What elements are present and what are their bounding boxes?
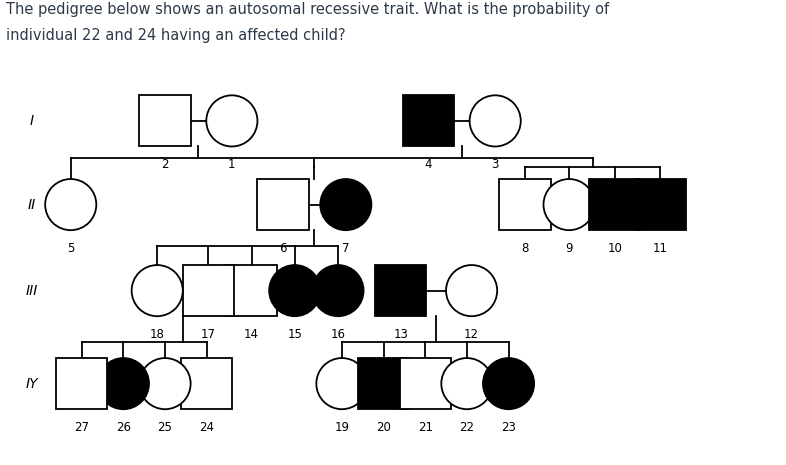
Ellipse shape <box>446 265 498 316</box>
Text: 7: 7 <box>342 242 350 255</box>
Text: 21: 21 <box>417 421 433 434</box>
Text: 3: 3 <box>491 158 499 171</box>
Text: 17: 17 <box>200 328 216 341</box>
Text: I: I <box>29 114 34 128</box>
Ellipse shape <box>131 265 183 316</box>
Ellipse shape <box>312 265 364 316</box>
Text: 18: 18 <box>150 328 164 341</box>
Bar <box>226 265 277 316</box>
Text: 5: 5 <box>67 242 75 255</box>
Bar <box>182 265 234 316</box>
Bar <box>358 358 410 409</box>
Text: 25: 25 <box>158 421 172 434</box>
Text: 22: 22 <box>459 421 475 434</box>
Text: 15: 15 <box>288 328 302 341</box>
Text: 2: 2 <box>161 158 169 171</box>
Text: 9: 9 <box>565 242 573 255</box>
Text: 11: 11 <box>652 242 668 255</box>
Text: 13: 13 <box>394 328 408 341</box>
Bar <box>56 358 108 409</box>
Text: 1: 1 <box>228 158 236 171</box>
Text: 4: 4 <box>424 158 432 171</box>
Bar <box>139 95 191 146</box>
Text: 20: 20 <box>376 421 391 434</box>
Ellipse shape <box>320 179 372 230</box>
Text: 16: 16 <box>330 328 346 341</box>
Text: 8: 8 <box>521 242 529 255</box>
Bar <box>181 358 233 409</box>
Ellipse shape <box>483 358 534 409</box>
Text: 24: 24 <box>199 421 215 434</box>
Text: IY: IY <box>25 377 38 391</box>
Ellipse shape <box>45 179 97 230</box>
Text: 6: 6 <box>279 242 287 255</box>
Text: 12: 12 <box>464 328 479 341</box>
Text: 26: 26 <box>116 421 131 434</box>
Bar <box>257 179 309 230</box>
Ellipse shape <box>469 95 521 146</box>
Bar <box>375 265 427 316</box>
Text: II: II <box>28 198 35 212</box>
Bar <box>589 179 641 230</box>
Text: 10: 10 <box>608 242 622 255</box>
Text: III: III <box>25 284 38 298</box>
Ellipse shape <box>269 265 321 316</box>
Ellipse shape <box>543 179 595 230</box>
Bar <box>402 95 454 146</box>
Ellipse shape <box>139 358 191 409</box>
Text: 27: 27 <box>74 421 90 434</box>
Ellipse shape <box>441 358 493 409</box>
Bar <box>634 179 686 230</box>
Text: 23: 23 <box>501 421 516 434</box>
Text: The pedigree below shows an autosomal recessive trait. What is the probability o: The pedigree below shows an autosomal re… <box>6 2 609 17</box>
Text: 19: 19 <box>334 421 350 434</box>
Text: individual 22 and 24 having an affected child?: individual 22 and 24 having an affected … <box>6 28 346 43</box>
Ellipse shape <box>316 358 368 409</box>
Bar <box>499 179 551 230</box>
Text: 14: 14 <box>244 328 259 341</box>
Bar <box>399 358 451 409</box>
Ellipse shape <box>206 95 258 146</box>
Ellipse shape <box>97 358 149 409</box>
